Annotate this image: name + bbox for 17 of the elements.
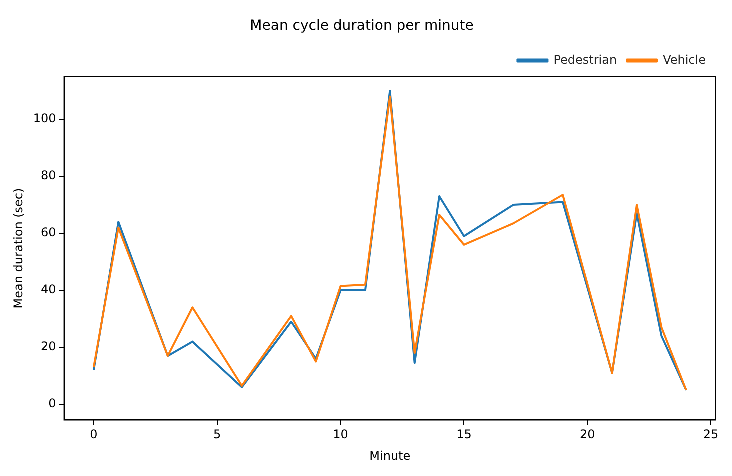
x-tick-label: 10 — [333, 428, 348, 442]
x-tick-label: 25 — [703, 428, 719, 442]
y-tick-label: 40 — [41, 282, 56, 297]
y-tick-label: 80 — [41, 168, 56, 183]
x-tick-label: 5 — [214, 428, 222, 442]
x-tick-label: 20 — [580, 428, 596, 442]
y-tick-label: 60 — [41, 226, 56, 240]
y-axis-title: Mean duration (sec) — [11, 188, 26, 309]
y-tick-label: 20 — [41, 340, 56, 354]
chart-title: Mean cycle duration per minute — [250, 18, 474, 34]
y-tick-label: 100 — [33, 112, 56, 126]
x-tick-label: 0 — [90, 428, 98, 442]
legend-label: Vehicle — [663, 52, 706, 67]
x-axis-title: Minute — [370, 448, 411, 463]
y-tick-label: 0 — [48, 396, 56, 411]
legend-label: Pedestrian — [554, 52, 618, 67]
x-tick-label: 15 — [456, 428, 472, 442]
